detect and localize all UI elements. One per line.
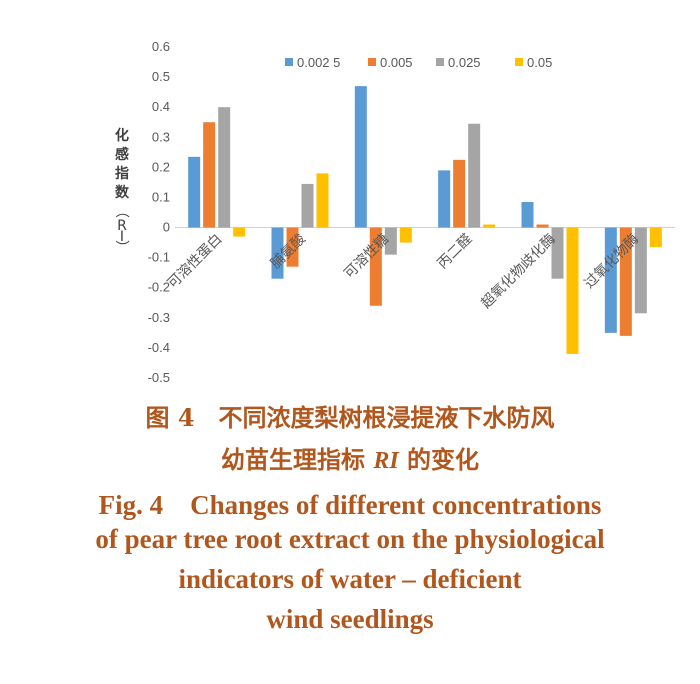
bar xyxy=(203,122,216,228)
bar xyxy=(369,227,382,306)
bar xyxy=(301,183,314,228)
bar xyxy=(399,227,412,243)
y-tick-label: 0.5 xyxy=(152,69,170,84)
legend-swatch xyxy=(285,58,293,66)
legend-label: 0.025 xyxy=(448,55,481,70)
y-tick-label: 0.3 xyxy=(152,129,170,144)
bar xyxy=(316,173,329,228)
y-label-char: 数 xyxy=(115,184,130,201)
y-tick-label: -0.5 xyxy=(148,370,170,385)
caption-ri: RI xyxy=(373,448,399,474)
bar xyxy=(468,123,481,228)
caption-cn-line2: 幼苗生理指标 RI 的变化 xyxy=(0,440,700,475)
legend-swatch xyxy=(515,58,523,66)
bar xyxy=(619,227,632,336)
y-label-char: 感 xyxy=(115,146,129,163)
y-label-char: R xyxy=(117,218,127,234)
legend-swatch xyxy=(436,58,444,66)
caption-en-line1: Fig. 4 Changes of different concentratio… xyxy=(98,490,602,520)
caption-en-line4: wind seedlings xyxy=(266,604,434,634)
bar xyxy=(649,227,662,248)
category-label: 可溶性蛋白 xyxy=(165,231,226,292)
legend: 0.002 5 0.005 0.025 0.05 xyxy=(285,55,552,70)
bar xyxy=(438,170,451,228)
bar xyxy=(566,227,579,354)
legend-label: 0.002 5 xyxy=(297,55,340,70)
y-tick-label: 0.4 xyxy=(152,99,170,114)
bar xyxy=(233,227,246,237)
bar xyxy=(634,227,647,314)
bar xyxy=(286,227,299,267)
y-tick-label: -0.1 xyxy=(148,250,170,265)
caption-cn-line2-a: 幼苗生理指标 xyxy=(220,445,374,474)
bar xyxy=(604,227,617,333)
bar xyxy=(521,201,534,228)
bar xyxy=(384,227,397,255)
category-label: 超氧化物歧化酶 xyxy=(478,231,559,312)
category-label: 可溶性糖 xyxy=(341,231,392,282)
y-axis-ticks: 0.6 0.5 0.4 0.3 0.2 0.1 0 -0.1 -0.2 -0.3 -0.4 -0.5 xyxy=(148,39,170,385)
legend-label: 0.05 xyxy=(527,55,552,70)
bar xyxy=(354,86,367,228)
y-label-char: I xyxy=(120,229,124,245)
caption-cn-line1: 图 4 不同浓度梨树根浸提液下水防风 xyxy=(145,403,555,432)
y-tick-label: -0.2 xyxy=(148,280,170,295)
bar xyxy=(483,224,496,228)
bar xyxy=(188,156,201,228)
y-tick-label: 0.6 xyxy=(152,39,170,54)
caption-cn-line2-b: 的变化 xyxy=(398,445,480,474)
y-label-char: ） xyxy=(113,240,129,254)
y-tick-label: -0.3 xyxy=(148,310,170,325)
bar xyxy=(536,224,549,228)
y-tick-label: 0 xyxy=(163,220,170,235)
legend-label: 0.005 xyxy=(380,55,413,70)
y-tick-label: 0.2 xyxy=(152,159,170,174)
bars xyxy=(188,86,662,354)
category-label: 丙二醛 xyxy=(434,231,475,272)
bar xyxy=(551,227,564,279)
bar xyxy=(271,227,284,279)
y-label-char: （ xyxy=(113,204,129,218)
y-tick-label: -0.4 xyxy=(148,340,170,355)
legend-swatch xyxy=(368,58,376,66)
bar xyxy=(453,159,466,228)
caption-en-line3: indicators of water – deficient xyxy=(178,564,522,594)
caption-en-line2: of pear tree root extract on the physiol… xyxy=(95,524,605,554)
bar xyxy=(218,107,231,228)
y-label-char: 化 xyxy=(115,127,129,144)
y-tick-label: 0.1 xyxy=(152,189,170,204)
y-label-char: 指 xyxy=(115,165,129,182)
